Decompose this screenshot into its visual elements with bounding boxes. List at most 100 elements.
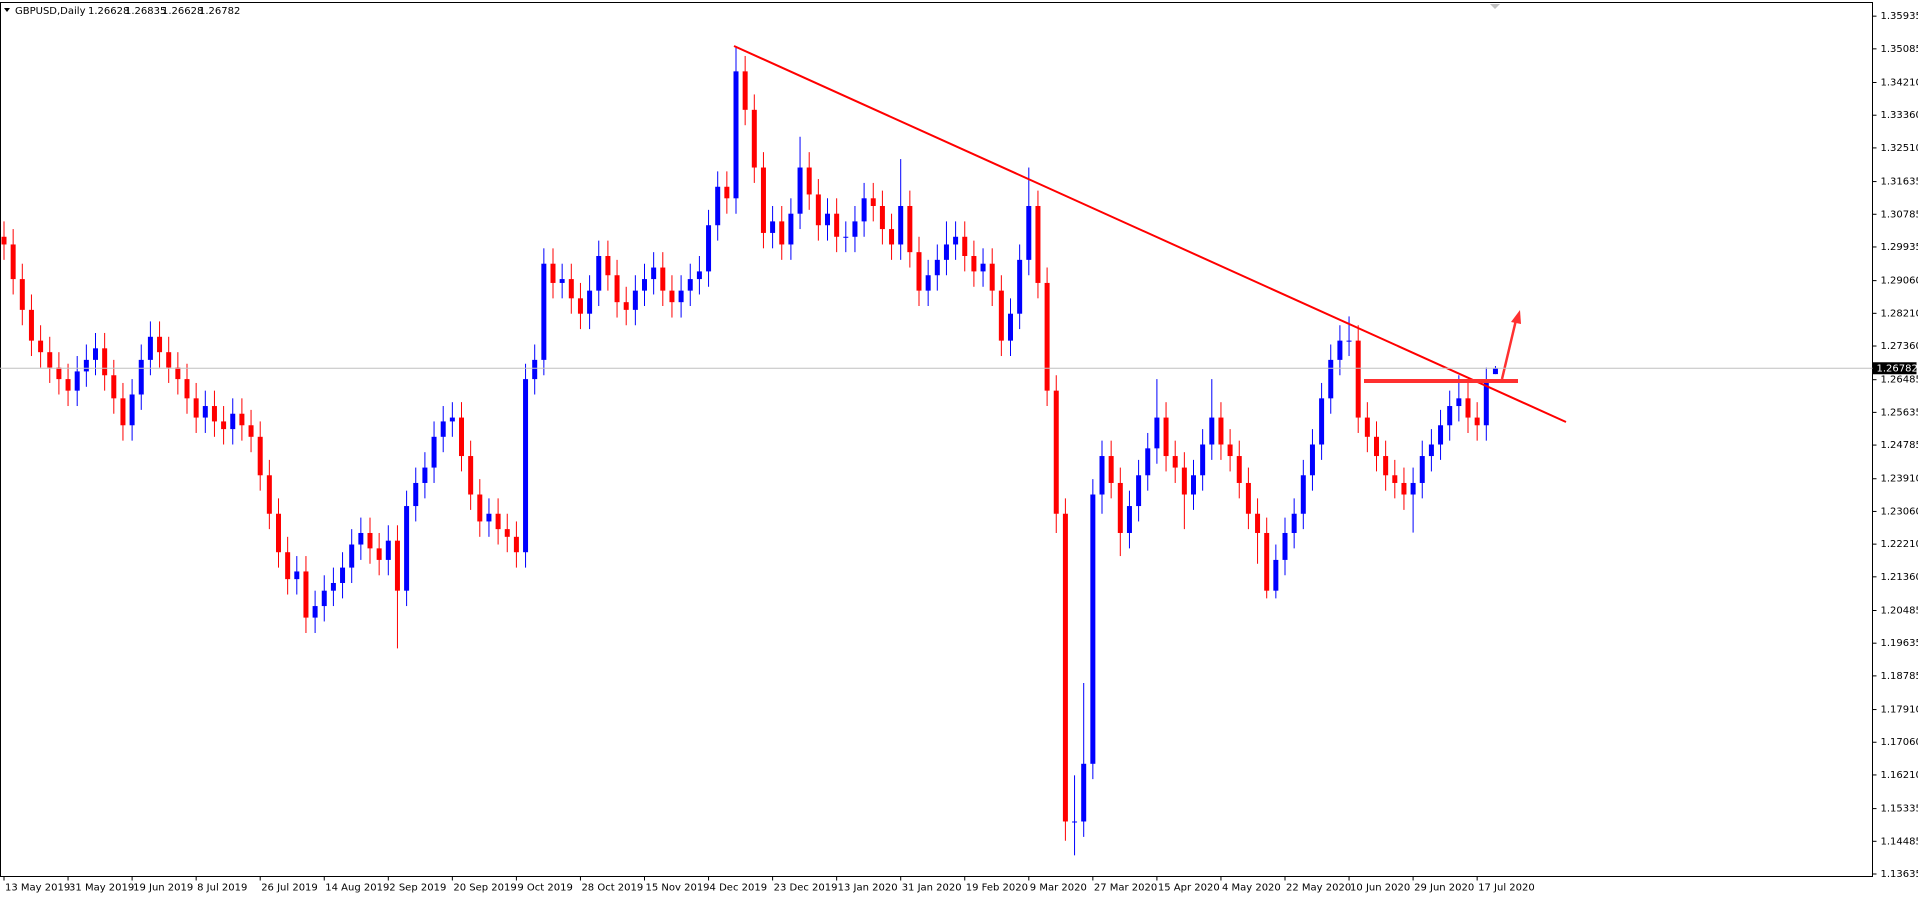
candle-body: [385, 540, 391, 560]
candle-body: [651, 267, 657, 280]
candle-body: [614, 275, 620, 303]
candle-body: [642, 279, 647, 291]
candle-body: [449, 417, 455, 422]
candle-body: [19, 279, 25, 310]
candle-body: [38, 340, 44, 353]
candle-body: [1072, 821, 1078, 823]
candle-body: [303, 571, 309, 618]
candle-body: [340, 567, 346, 583]
candle-body: [1300, 475, 1306, 514]
x-tick-label: 13 May 2019: [5, 883, 70, 894]
candle-body: [285, 552, 291, 580]
candle-body: [815, 194, 821, 226]
candle-body: [321, 590, 327, 607]
ohlc-open: 1.26628: [88, 6, 129, 17]
candle-body: [632, 290, 638, 310]
y-tick-label: 1.32510: [1881, 143, 1918, 154]
candle-body: [1108, 456, 1114, 483]
candle-body: [221, 421, 227, 430]
candle-body: [1492, 368, 1498, 375]
x-tick-label: 19 Jun 2019: [133, 883, 193, 894]
candle-body: [934, 259, 940, 276]
x-tick-label: 15 Apr 2020: [1158, 883, 1220, 894]
candle-body: [907, 205, 913, 253]
candle-body: [678, 290, 684, 303]
trendline: [733, 45, 1567, 423]
y-tick-label: 1.15335: [1881, 804, 1918, 815]
candle-body: [806, 167, 812, 195]
y-tick-label: 1.26485: [1881, 375, 1918, 386]
y-tick-label: 1.17910: [1881, 705, 1918, 716]
x-tick-label: 4 May 2020: [1222, 883, 1281, 894]
candle-body: [10, 244, 16, 280]
candle-body: [184, 379, 190, 399]
candle-body: [998, 290, 1004, 341]
candle-body: [138, 359, 144, 395]
candle-body: [486, 513, 492, 522]
candle-body: [349, 544, 355, 568]
candle-body: [889, 229, 895, 245]
candle-body: [989, 263, 995, 291]
candle-body: [83, 359, 89, 372]
candle-body: [577, 298, 583, 314]
candle-body: [1081, 763, 1087, 822]
x-tick-label: 23 Dec 2019: [774, 883, 838, 894]
candle-body: [404, 506, 410, 591]
candle-body: [193, 398, 199, 418]
candle-body: [1428, 444, 1434, 457]
breakout-arrow: [1500, 319, 1518, 380]
candle-body: [56, 367, 62, 380]
ohlc-close: 1.26782: [199, 6, 240, 17]
candle-body: [696, 271, 702, 280]
candle-body: [943, 244, 949, 260]
candle-body: [65, 379, 71, 391]
candle-body: [660, 267, 666, 291]
candle-body: [733, 71, 739, 199]
x-tick-label: 26 Jul 2019: [261, 883, 318, 894]
y-tick-label: 1.28210: [1881, 308, 1918, 319]
candle-body: [1, 236, 7, 245]
x-tick-label: 17 Jul 2020: [1478, 883, 1535, 894]
candle-body: [1328, 359, 1334, 399]
x-tick-label: 28 Oct 2019: [581, 883, 643, 894]
candle-body: [1181, 467, 1187, 495]
candle-body: [834, 213, 840, 237]
candle-body: [596, 256, 602, 291]
x-tick-label: 27 Mar 2020: [1094, 883, 1157, 894]
candle-body: [1447, 406, 1453, 426]
candle-body: [1456, 398, 1462, 407]
y-tick-label: 1.17060: [1881, 737, 1918, 748]
candle-body: [1008, 313, 1013, 341]
candle-body: [230, 413, 236, 430]
candle-body: [953, 236, 959, 245]
x-tick-label: 2 Sep 2019: [389, 883, 446, 894]
candle-body: [147, 336, 153, 360]
x-tick-label: 31 May 2019: [69, 883, 134, 894]
candle-body: [1117, 482, 1123, 533]
y-tick-label: 1.29060: [1881, 276, 1918, 287]
candle-body: [550, 263, 556, 283]
candle-body: [1136, 475, 1142, 507]
candle-body: [358, 532, 364, 545]
candle-body: [74, 371, 80, 391]
y-tick-label: 1.18785: [1881, 671, 1918, 682]
candle-body: [1374, 436, 1379, 457]
candle-body: [870, 198, 876, 206]
candle-body: [532, 359, 538, 380]
candle-body: [468, 456, 474, 495]
candle-body: [1218, 417, 1224, 445]
candle-body: [294, 571, 300, 580]
candle-body: [367, 532, 373, 549]
candle-body: [1255, 513, 1261, 533]
candle-body: [715, 186, 721, 226]
candle-body: [559, 279, 565, 283]
x-tick-label: 15 Nov 2019: [646, 883, 710, 894]
y-tick-label: 1.21360: [1881, 572, 1918, 583]
candle-body: [175, 367, 181, 380]
y-tick-label: 1.13635: [1881, 869, 1918, 880]
y-tick-label: 1.35085: [1881, 44, 1918, 55]
candle-body: [266, 475, 272, 514]
y-tick-label: 1.25635: [1881, 407, 1918, 418]
x-tick-label: 29 Jun 2020: [1414, 883, 1474, 894]
plot-frame: [0, 2, 1873, 877]
